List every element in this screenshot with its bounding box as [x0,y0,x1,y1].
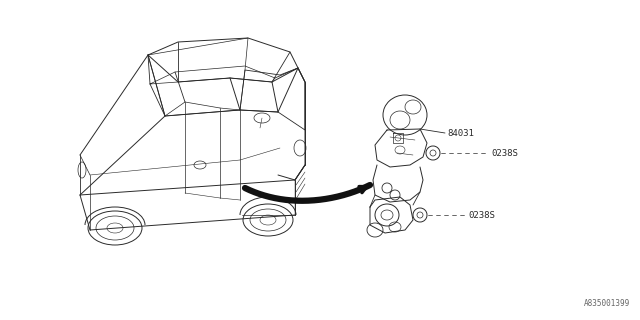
Text: 0238S: 0238S [468,211,495,220]
Text: A835001399: A835001399 [584,299,630,308]
Text: 84031: 84031 [447,129,474,138]
Text: 0238S: 0238S [491,148,518,157]
